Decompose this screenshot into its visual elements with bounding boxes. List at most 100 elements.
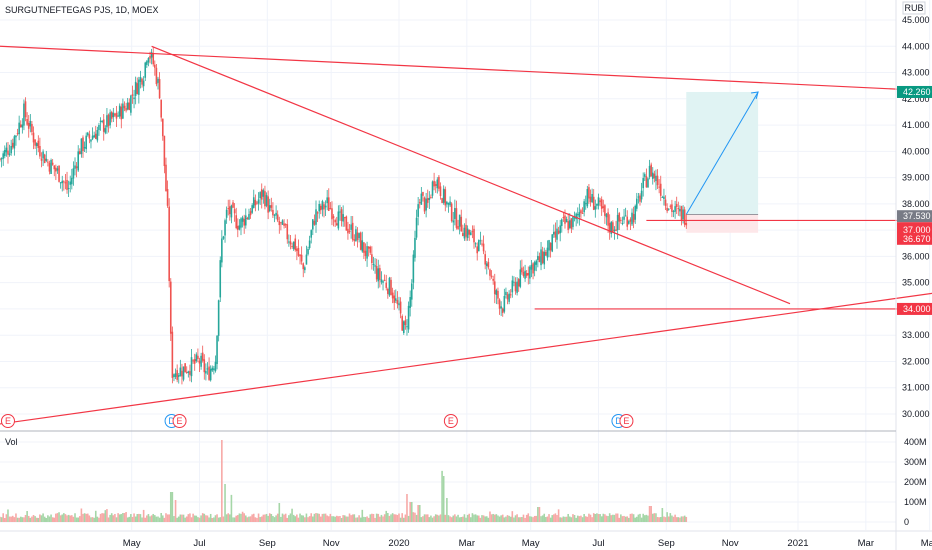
- candle-body: [321, 201, 324, 210]
- candle-body: [169, 281, 172, 334]
- candle-body: [205, 370, 207, 374]
- event-marker[interactable]: [619, 414, 634, 428]
- volume-bar: [549, 517, 552, 522]
- candle-body: [342, 214, 344, 222]
- event-marker[interactable]: [172, 414, 187, 428]
- volume-bar: [154, 515, 156, 522]
- candle-body: [387, 288, 389, 294]
- volume-bar: [578, 516, 581, 522]
- symbol-title[interactable]: SURGUTNEFTEGAS PJS, 1D, MOEX: [5, 5, 159, 15]
- volume-axis[interactable]: 0 100M 200M 300M 400M: [904, 437, 927, 527]
- candle-body: [310, 230, 313, 238]
- volume-bar: [259, 517, 261, 522]
- candle-body: [15, 135, 17, 138]
- candle-body: [262, 190, 265, 197]
- volume-bar: [201, 513, 204, 522]
- volume-bar: [281, 513, 284, 522]
- volume-bar: [88, 515, 91, 522]
- currency-badge[interactable]: [902, 1, 926, 15]
- volume-bar: [227, 513, 230, 522]
- candle-body: [436, 179, 439, 189]
- volume-bar: [233, 517, 236, 522]
- candle-body: [200, 355, 202, 367]
- time-tick-label: May: [522, 538, 540, 549]
- volume-bar: [335, 515, 338, 522]
- volume-bar: [620, 514, 622, 522]
- event-marker-label: E: [177, 416, 183, 426]
- candle-body: [55, 167, 57, 172]
- volume-bar: [3, 517, 6, 522]
- candle-body: [37, 140, 40, 148]
- descending-trendline[interactable]: [151, 45, 791, 305]
- candle-body: [300, 254, 303, 262]
- candle-body: [79, 151, 81, 155]
- candle-body: [340, 209, 343, 222]
- candle-body: [532, 263, 534, 274]
- volume-tick-label: 200M: [904, 477, 927, 487]
- volume-bar: [307, 517, 309, 522]
- volume-bar: [48, 516, 51, 522]
- candle-body: [241, 217, 244, 222]
- candle-body: [123, 105, 126, 109]
- volume-bar: [608, 513, 611, 522]
- candle-body: [125, 108, 127, 111]
- volume-bar: [430, 515, 432, 522]
- candle-body: [235, 215, 238, 229]
- event-marker[interactable]: [443, 414, 458, 428]
- candle-body: [130, 95, 132, 113]
- candle-body: [521, 267, 523, 273]
- candle-body: [535, 260, 538, 265]
- candle-body: [454, 208, 456, 219]
- volume-bar: [310, 513, 313, 522]
- volume-bar: [208, 517, 210, 522]
- event-marker[interactable]: [0, 414, 15, 428]
- candle-body: [120, 106, 123, 120]
- volume-bar: [404, 514, 407, 522]
- volume-bar: [497, 515, 499, 522]
- upper-resistance-line[interactable]: [0, 45, 932, 93]
- candle-body: [251, 205, 253, 213]
- candle-body: [484, 254, 486, 265]
- volume-bar: [682, 516, 684, 522]
- volume-bar: [248, 516, 250, 522]
- candle-body: [173, 374, 175, 378]
- candle-body: [47, 161, 49, 163]
- price-tag-label: 34.000: [903, 304, 931, 314]
- volume-bar: [454, 514, 456, 522]
- volume-bar: [7, 509, 9, 522]
- candle-body: [308, 240, 311, 248]
- volume-bar: [559, 517, 561, 522]
- candle-body: [26, 118, 28, 125]
- drawings[interactable]: [0, 45, 932, 425]
- volume-bar: [570, 517, 573, 522]
- volume-bar: [173, 516, 175, 522]
- volume-bar: [308, 516, 311, 522]
- volume-bar: [21, 517, 24, 522]
- candle-body: [395, 298, 397, 301]
- volume-bar: [74, 513, 76, 522]
- candle-body: [150, 52, 153, 58]
- volume-bar: [209, 513, 212, 522]
- candle-body: [490, 275, 493, 277]
- candle-body: [350, 224, 352, 230]
- volume-bar: [67, 514, 70, 522]
- time-axis[interactable]: May Jul Sep Nov 2020 Mar May Jul Sep Nov 2021 Mar Ma…: [123, 538, 932, 549]
- volume-bar: [136, 514, 139, 522]
- target-arrow[interactable]: [685, 91, 759, 215]
- candle-body: [195, 354, 198, 362]
- volume-bar: [39, 514, 41, 522]
- candle-body: [208, 366, 210, 380]
- candle-body: [42, 151, 44, 159]
- volume-bar: [168, 514, 170, 522]
- volume-bar: [243, 513, 245, 522]
- volume-bar: [444, 514, 447, 522]
- candle-body: [485, 263, 488, 267]
- volume-bar: [69, 515, 72, 522]
- candle-body: [35, 143, 38, 147]
- candle-body: [650, 164, 652, 177]
- candle-body: [299, 254, 301, 257]
- volume-bar: [83, 513, 86, 522]
